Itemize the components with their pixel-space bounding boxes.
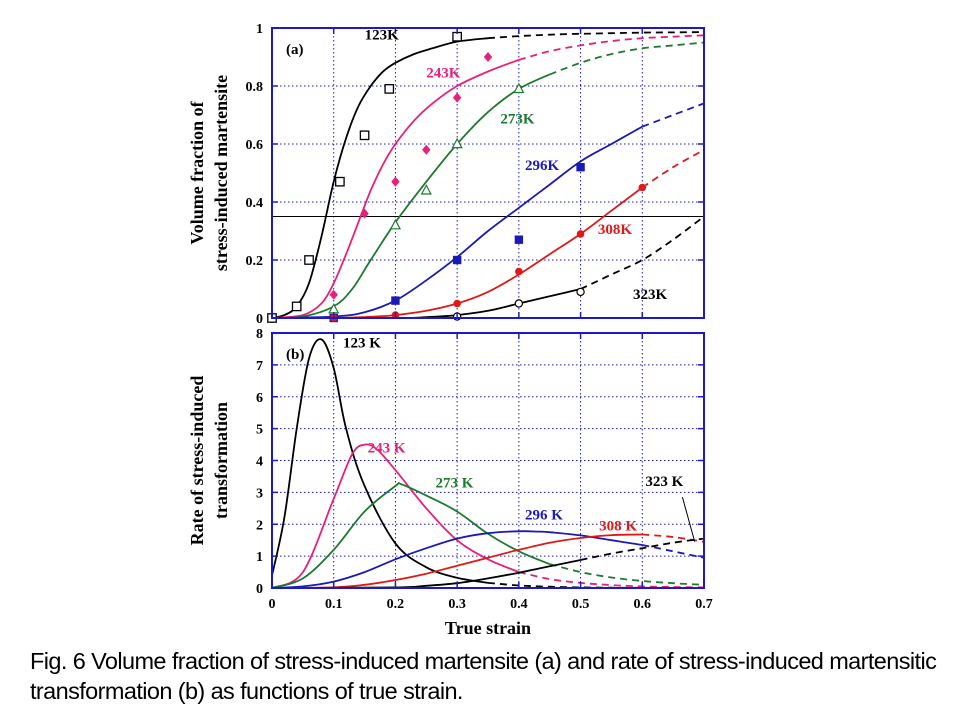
x-axis-title: True strain (445, 618, 531, 638)
x-tick-label: 0.5 (572, 597, 590, 612)
y-axis-title-line: transformation (211, 402, 231, 519)
x-tick-label: 0.3 (448, 597, 466, 612)
data-point-308K (515, 267, 523, 276)
y-tick-label: 1 (256, 22, 263, 37)
curve-123K-solid (272, 338, 489, 584)
series-label-273K: 273 K (436, 476, 474, 492)
curves (272, 31, 704, 318)
data-point-243K (360, 208, 369, 219)
x-tick-label: 0.7 (695, 597, 713, 612)
curve-273K-solid (272, 482, 551, 588)
y-tick-label: 0.2 (246, 254, 264, 269)
y-tick-label: 7 (256, 359, 263, 374)
label-leader-323K (681, 497, 696, 542)
y-tick-label: 8 (256, 327, 263, 342)
y-axis-title-line: Rate of stress-induced (187, 376, 207, 546)
series-label-323K: 323K (633, 287, 668, 303)
data-point-123K (359, 130, 370, 141)
data-point-243K (422, 144, 431, 155)
panel-a: 0 0.2 0.4 0.6 0.8 1 (a) 123K 243K 273K 296K 308K 323… (187, 22, 705, 327)
curve-308K-solid (272, 533, 643, 588)
series-label-296K: 296K (525, 158, 560, 174)
x-tick-label: 0.6 (634, 597, 652, 612)
curve-308K-dashed (642, 533, 704, 543)
data-point-323K (514, 299, 524, 308)
data-point-123K (384, 84, 395, 94)
series-label-323K: 323 K (645, 474, 683, 490)
x-tick-label: 0 (269, 597, 276, 612)
panel-label: (a) (286, 42, 304, 58)
curve-273K-dashed (549, 563, 704, 586)
series-label-123K: 123 K (343, 335, 381, 351)
y-axis-title: Volume fraction of stress-induced martens… (187, 75, 231, 271)
y-axis-title-line: Volume fraction of (187, 100, 207, 244)
x-tick-label: 0.1 (325, 597, 343, 612)
y-tick-label: 1 (256, 550, 263, 565)
data-point-243K (329, 289, 338, 300)
data-point-243K (483, 52, 493, 62)
data-point-243K (452, 92, 462, 103)
data-point-296K (452, 255, 462, 265)
figure-svg: 00.20.40.60.81(a)123K243K273K296K308K323… (187, 22, 713, 638)
data-point-308K (576, 230, 585, 238)
data-point-123K (335, 176, 345, 187)
curve-243K-dashed (518, 571, 704, 588)
data-point-273K (451, 137, 463, 149)
data-point-296K (391, 296, 400, 305)
y-tick-label: 6 (256, 391, 263, 406)
curve-323K-solid (272, 288, 581, 318)
series-label-273K: 273K (500, 112, 535, 128)
series-label-308K: 308K (598, 222, 633, 238)
series-label-296K: 296 K (525, 507, 563, 523)
plot-frame (271, 27, 705, 319)
data-point-308K (453, 299, 461, 308)
series-label-243K: 243 K (368, 441, 406, 457)
curve-243K-solid (272, 59, 520, 318)
x-tick-label: 0.4 (510, 597, 528, 612)
series-label-243K: 243K (426, 65, 461, 81)
figure-caption: Fig. 6 Volume fraction of stress-induced… (30, 648, 937, 704)
curve-308K-dashed (641, 149, 704, 189)
y-tick-label: 0.6 (246, 138, 264, 153)
series-label-123K: 123K (365, 28, 400, 44)
panel-b: 0 1 2 3 4 5 6 7 8 0 0.1 0.2 0.3 0.4 0.5 0.6 0.7 (b) 123 K 2… (187, 327, 713, 638)
y-tick-label: 0.4 (246, 196, 264, 211)
curve-243K-dashed (518, 34, 704, 61)
y-tick-label: 3 (256, 486, 263, 501)
curve-296K-solid (272, 125, 643, 318)
curve-273K-dashed (549, 41, 704, 76)
x-tick-label: 0.2 (387, 597, 405, 612)
curve-243K-solid (272, 443, 520, 588)
y-tick-label: 0.8 (246, 80, 264, 95)
curves (272, 338, 704, 588)
curve-123K-solid (272, 37, 489, 318)
data-point-323K (576, 287, 585, 297)
y-tick-label: 4 (256, 455, 263, 470)
curve-296K-dashed (641, 102, 704, 128)
y-tick-label: 2 (256, 518, 263, 533)
series-label-308K: 308 K (599, 519, 637, 535)
data-point-308K (638, 183, 647, 192)
data-point-123K (291, 301, 302, 312)
data-point-296K (576, 163, 585, 172)
data-point-296K (514, 235, 524, 244)
curve-323K-dashed (580, 537, 704, 561)
data-point-243K (391, 176, 400, 187)
panel-label: (b) (286, 347, 304, 363)
curve-296K-solid (272, 530, 643, 588)
data-point-273K (389, 218, 402, 230)
y-tick-label: 5 (256, 423, 263, 438)
y-tick-label: 0 (256, 312, 263, 327)
data-point-123K (304, 255, 314, 265)
y-axis-title-line: stress-induced martensite (211, 75, 231, 271)
data-point-273K (420, 184, 432, 195)
y-tick-label: 0 (256, 582, 263, 597)
curve-123K-dashed (487, 31, 704, 40)
y-axis-title: Rate of stress-induced transformation (187, 376, 231, 546)
data-point-273K (513, 82, 525, 94)
